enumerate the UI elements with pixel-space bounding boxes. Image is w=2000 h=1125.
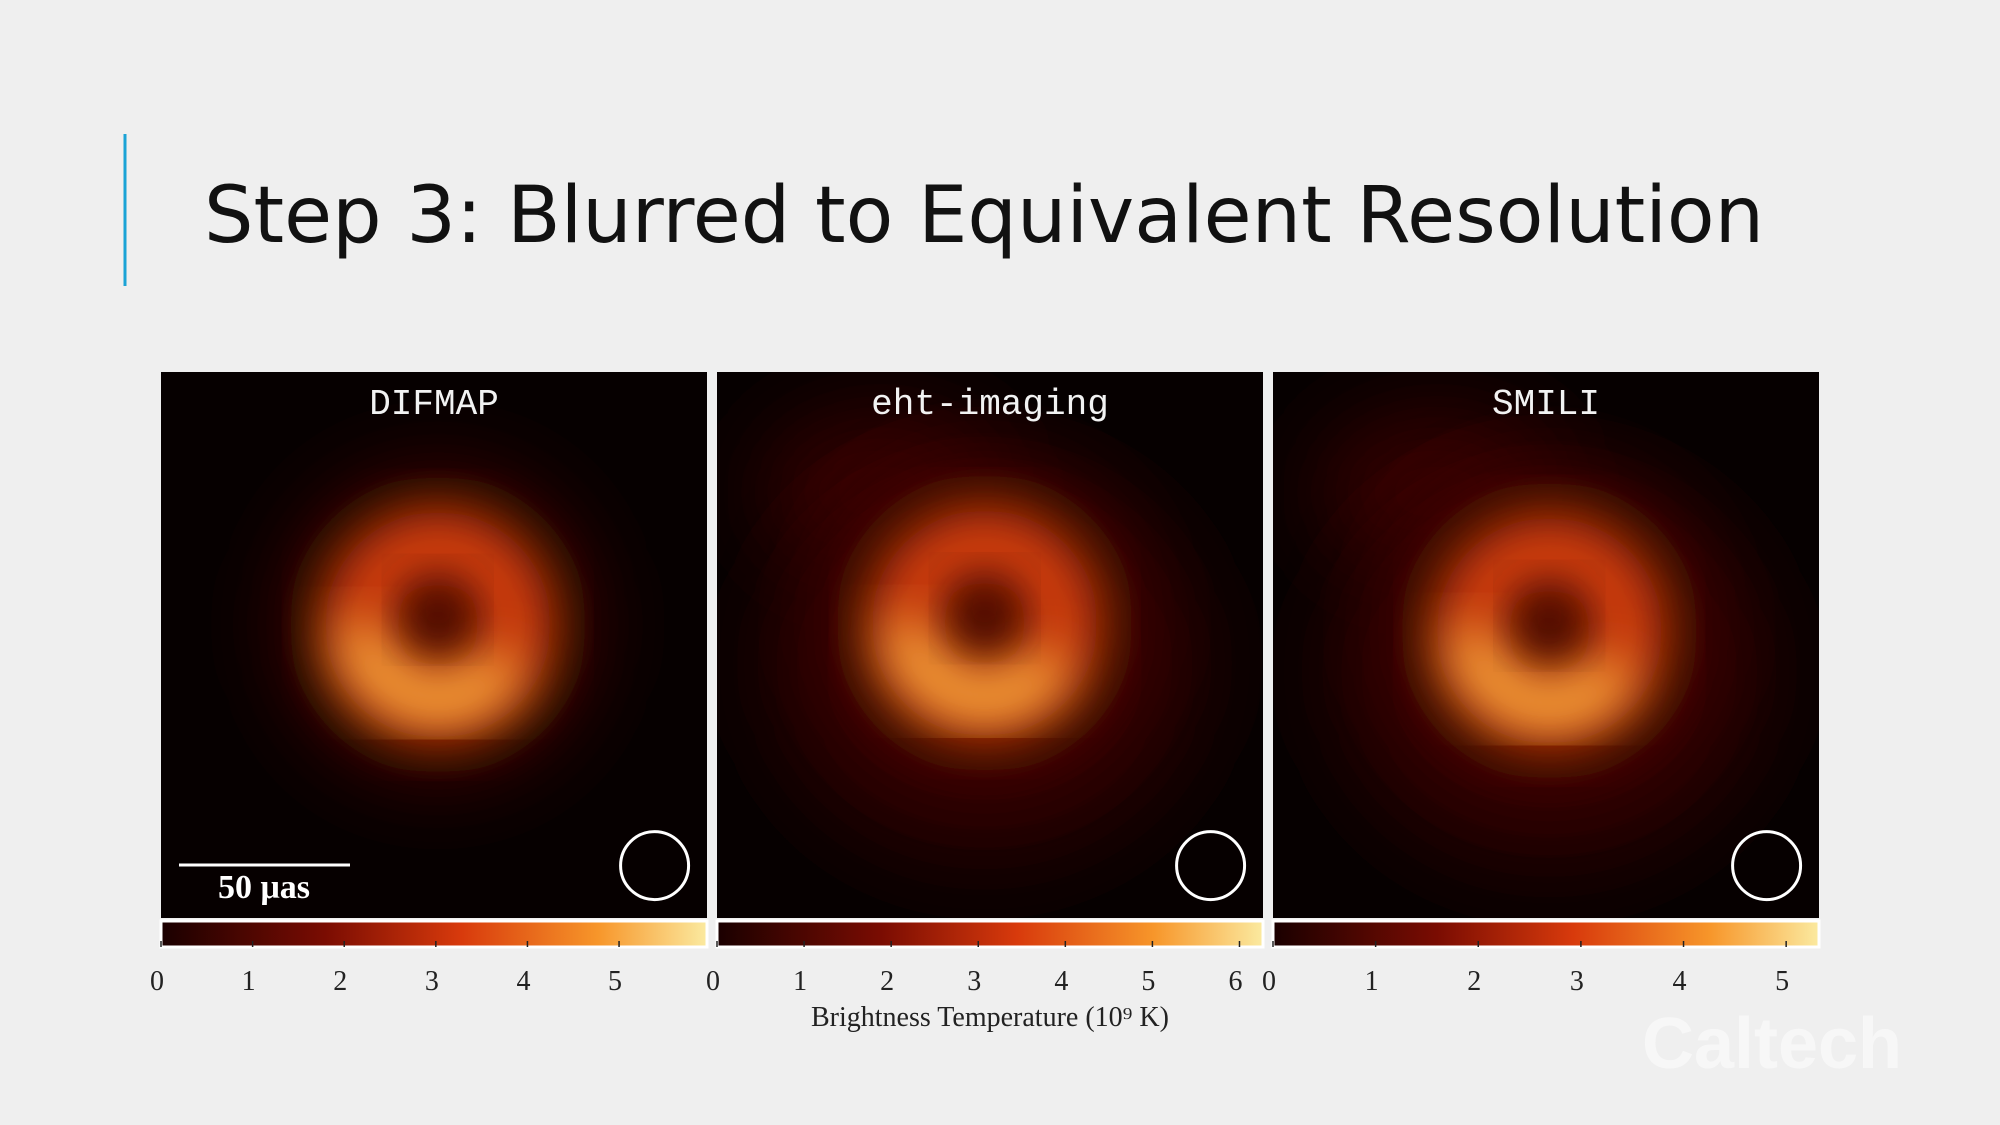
tick-label: 5	[1141, 966, 1155, 997]
tick-label: 4	[1054, 966, 1068, 997]
slide-title: Step 3: Blurred to Equivalent Resolution	[204, 171, 1764, 261]
panel-label: DIFMAP	[369, 384, 499, 425]
beam	[1731, 830, 1803, 902]
colorbar	[715, 919, 1265, 949]
tick-label: 0	[706, 966, 720, 997]
ring-image	[1316, 412, 1770, 871]
tick-label: 4	[516, 966, 530, 997]
panel-label: SMILI	[1492, 384, 1600, 425]
tick-label: 2	[880, 966, 894, 997]
colorbar-label: Brightness Temperature (10⁹ K)	[811, 1002, 1169, 1033]
tick-label: 4	[1673, 966, 1687, 997]
colorbar	[159, 919, 709, 949]
image-panel: SMILI 0 1 2 3 4 5	[1262, 372, 1821, 997]
tick-label: 2	[1467, 966, 1481, 997]
ring-bright	[338, 623, 525, 721]
ring-image	[760, 412, 1205, 864]
image-panel: DIFMAP 50 μas 0 1 2 3 4 5	[150, 372, 709, 997]
ring-bright	[1450, 629, 1636, 727]
ring-hole	[956, 580, 1013, 637]
watermark: Caltech	[1642, 1004, 1902, 1084]
tick-label: 5	[608, 966, 622, 997]
panels: DIFMAP 50 μas 0 1 2 3 4 5 eht-imaging 0 1 2 3 4 5 6 SMIL…	[150, 372, 1821, 997]
tick-label: 0	[150, 966, 164, 997]
tick-label: 3	[1570, 966, 1584, 997]
tick-label: 1	[793, 966, 807, 997]
tick-label: 0	[1262, 966, 1276, 997]
ring-bright	[885, 621, 1072, 719]
tick-label: 6	[1228, 966, 1242, 997]
ring-hole	[409, 581, 466, 638]
beam	[1175, 830, 1247, 902]
panel-label: eht-imaging	[871, 384, 1109, 425]
tick-label: 1	[1365, 966, 1379, 997]
tick-label: 3	[425, 966, 439, 997]
tick-label: 2	[333, 966, 347, 997]
tick-label: 5	[1775, 966, 1789, 997]
image-panel: eht-imaging 0 1 2 3 4 5 6	[706, 372, 1265, 997]
tick-label: 3	[967, 966, 981, 997]
tick-label: 1	[242, 966, 256, 997]
beam	[619, 830, 691, 902]
ring-hole	[1521, 587, 1578, 644]
ring-image	[287, 474, 588, 775]
colorbar	[1271, 919, 1821, 949]
scale-label: 50 μas	[218, 869, 310, 906]
